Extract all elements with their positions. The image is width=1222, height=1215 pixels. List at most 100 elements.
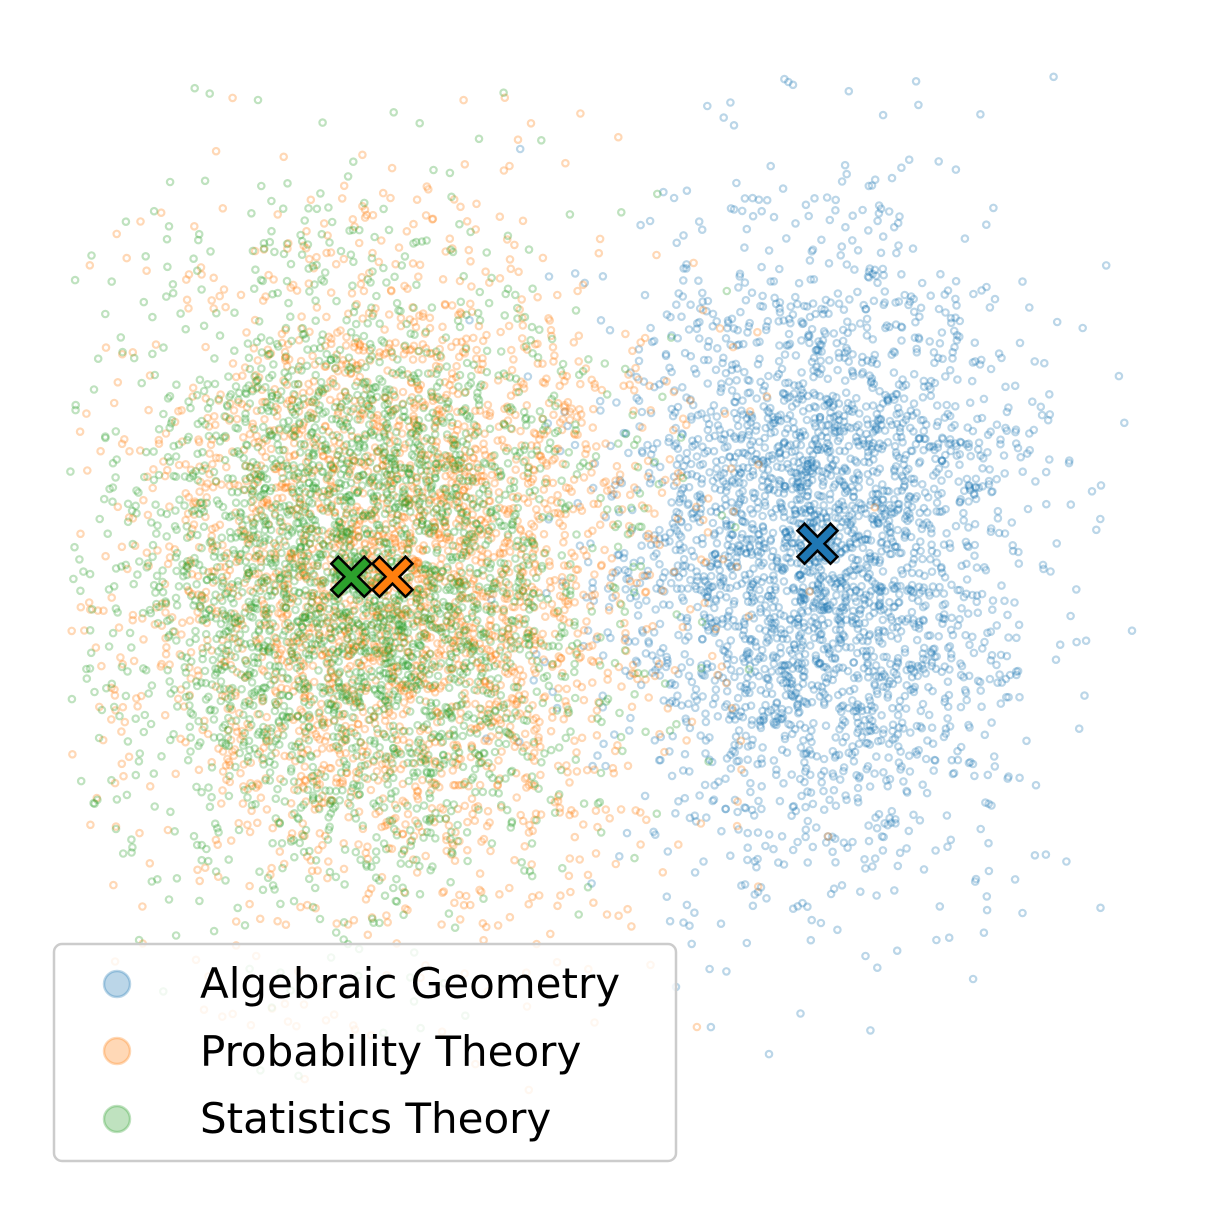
data-point — [838, 325, 848, 335]
data-point — [974, 438, 984, 448]
data-point — [924, 710, 934, 720]
data-point — [219, 285, 229, 294]
data-point — [242, 328, 251, 337]
data-point — [1096, 481, 1106, 490]
data-point — [684, 482, 694, 492]
data-point — [750, 667, 760, 677]
data-point — [763, 465, 773, 474]
data-point — [786, 690, 796, 700]
data-point — [640, 791, 650, 801]
data-point — [829, 329, 839, 338]
data-point — [895, 427, 905, 437]
data-point — [893, 729, 903, 739]
data-point — [842, 260, 852, 269]
data-point — [799, 590, 809, 600]
data-point — [596, 406, 605, 415]
data-point — [607, 553, 617, 563]
data-point — [697, 479, 706, 488]
data-point — [831, 195, 841, 205]
data-point — [953, 746, 962, 756]
data-point — [144, 405, 153, 415]
data-point — [782, 414, 792, 424]
data-point — [878, 846, 888, 855]
data-point — [517, 295, 527, 304]
data-point — [1062, 857, 1071, 866]
data-point — [113, 377, 123, 387]
data-point — [1000, 529, 1010, 538]
data-point — [876, 666, 886, 675]
data-point — [902, 680, 912, 690]
data-point — [137, 691, 146, 701]
data-point — [703, 379, 713, 388]
data-point — [655, 559, 664, 569]
data-point — [840, 543, 850, 553]
data-point — [779, 439, 788, 449]
data-point — [758, 464, 768, 473]
data-point — [603, 628, 613, 637]
data-point — [944, 469, 953, 479]
data-point — [697, 409, 706, 418]
data-point — [899, 460, 909, 470]
data-point — [849, 673, 859, 683]
data-point — [874, 209, 884, 218]
data-point — [872, 963, 882, 973]
data-point — [774, 356, 784, 366]
data-point — [903, 516, 912, 526]
data-point — [791, 219, 800, 228]
data-point — [800, 723, 810, 733]
data-point — [721, 516, 731, 525]
data-point — [599, 739, 608, 749]
data-point — [789, 457, 799, 466]
data-point — [624, 448, 633, 458]
data-point — [572, 748, 581, 757]
data-point — [864, 273, 874, 282]
data-point — [1018, 467, 1028, 477]
data-point — [656, 648, 665, 657]
data-point — [976, 686, 986, 695]
data-point — [848, 211, 858, 221]
data-point — [768, 450, 777, 460]
data-point — [749, 811, 759, 820]
data-point — [775, 304, 784, 313]
data-point — [636, 680, 646, 690]
data-point — [854, 511, 863, 521]
data-point — [962, 474, 972, 484]
data-point — [976, 824, 986, 834]
data-point — [684, 499, 693, 508]
data-point — [787, 729, 797, 739]
data-point — [700, 780, 710, 790]
data-point — [801, 832, 810, 842]
data-point — [823, 463, 833, 473]
data-point — [510, 240, 519, 250]
data-point — [737, 579, 747, 588]
data-point — [1052, 317, 1062, 327]
data-point — [909, 810, 918, 820]
data-point — [916, 546, 925, 556]
data-point — [741, 295, 751, 305]
data-point — [655, 671, 665, 680]
data-point — [520, 841, 530, 851]
data-point — [857, 369, 867, 379]
data-point — [952, 301, 961, 310]
data-point — [413, 272, 423, 282]
data-point — [805, 256, 815, 265]
data-point — [809, 603, 818, 613]
data-point — [982, 905, 992, 915]
data-point — [884, 679, 893, 689]
data-point — [909, 399, 919, 408]
data-point — [904, 660, 914, 670]
data-point — [935, 902, 945, 911]
data-point — [797, 791, 806, 801]
data-point — [781, 535, 790, 545]
data-point — [887, 173, 897, 183]
data-point — [799, 696, 808, 706]
data-point — [697, 634, 707, 644]
data-point — [953, 621, 963, 630]
data-point — [650, 509, 659, 518]
data-point — [712, 317, 722, 326]
data-point — [655, 379, 664, 389]
data-point — [892, 248, 901, 258]
data-point — [228, 93, 237, 103]
data-point — [980, 637, 989, 647]
data-point — [871, 813, 880, 822]
